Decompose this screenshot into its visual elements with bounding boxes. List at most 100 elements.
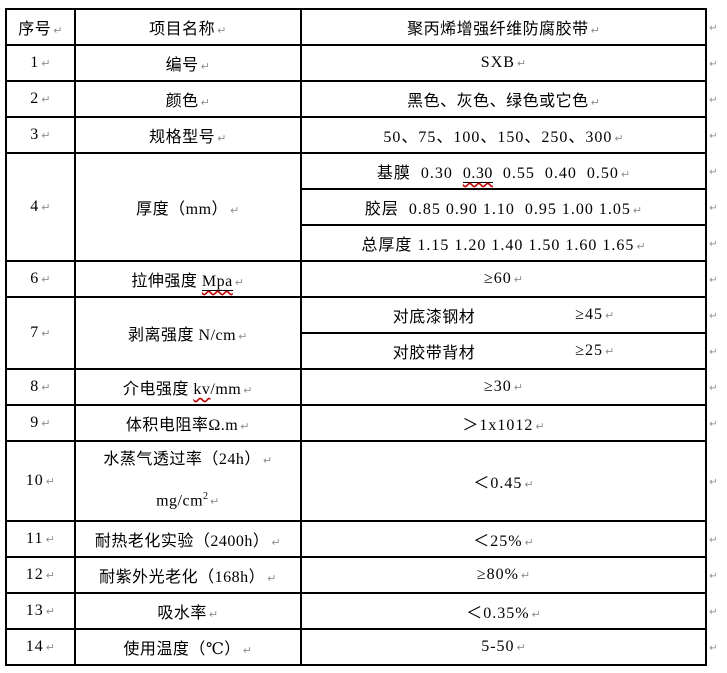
paragraph-mark: ↵ <box>45 533 55 547</box>
row-label-text: 厚度（mm） <box>136 201 229 218</box>
paragraph-mark: ↵ <box>41 327 51 340</box>
row-end-mark: ↵ <box>709 607 718 619</box>
peel-target-text: 对胶带背材 <box>392 345 476 362</box>
row-no-text: 11 <box>26 530 44 548</box>
table-row: 3 ↵ 规格型号 ↵ 50、75、100、150、250、300 ↵ ↵ <box>5 116 726 154</box>
row-no-text: 10 <box>25 472 44 490</box>
row-end-mark: ↵ <box>709 275 718 286</box>
row-12-no[interactable]: 12 ↵ <box>5 556 76 595</box>
row-10-value[interactable]: ＜0.45 ↵ <box>299 439 708 523</box>
row-value-text: ≥60 <box>483 270 512 287</box>
row-end-cell: ↵ <box>706 405 726 441</box>
row-12-value[interactable]: ≥80% ↵ <box>299 556 708 595</box>
row-end-cell: ↵ <box>706 153 726 189</box>
row-4-base-film-value[interactable]: 基膜 0.30 0.30 0.55 0.40 0.50 ↵ <box>299 152 708 190</box>
row-end-cell: ↵ <box>706 593 726 629</box>
row-3-label[interactable]: 规格型号 ↵ <box>73 116 302 154</box>
paragraph-mark: ↵ <box>230 204 240 217</box>
row-end-cell: ↵ <box>706 333 726 369</box>
header-col-no[interactable]: 序号 ↵ <box>5 8 76 46</box>
row-7-label[interactable]: 剥离强度 N/cm ↵ <box>73 296 302 370</box>
row-9-no[interactable]: 9 ↵ <box>5 404 76 442</box>
row-4-no[interactable]: 4 ↵ <box>5 152 76 262</box>
paragraph-mark: ↵ <box>234 276 244 289</box>
header-col-value[interactable]: 聚丙烯增强纤维防腐胶带 ↵ <box>299 8 708 46</box>
row-8-label[interactable]: 介电强度 kv/mm ↵ <box>73 368 302 406</box>
row-end-mark: ↵ <box>709 95 718 106</box>
table-row: 11 ↵ 耐热老化实验（2400h） ↵ ＜25% ↵ ↵ <box>5 520 726 559</box>
row-no-text: 1 <box>30 54 40 71</box>
row-7-no[interactable]: 7 ↵ <box>5 296 76 370</box>
paragraph-mark: ↵ <box>41 129 51 142</box>
paragraph-mark: ↵ <box>516 57 527 70</box>
paragraph-mark: ↵ <box>632 204 643 217</box>
row-14-value[interactable]: 5-50 ↵ <box>299 628 708 667</box>
row-1-label[interactable]: 编号 ↵ <box>73 44 302 82</box>
row-11-label[interactable]: 耐热老化实验（2400h） ↵ <box>73 520 302 559</box>
row-3-value[interactable]: 50、75、100、150、250、300 ↵ <box>299 116 708 154</box>
paragraph-mark: ↵ <box>520 569 531 583</box>
paragraph-mark: ↵ <box>590 96 600 109</box>
row-8-value[interactable]: ≥30 ↵ <box>299 368 708 406</box>
paragraph-mark: ↵ <box>41 201 51 214</box>
row-end-cell: ↵ <box>706 629 726 665</box>
paragraph-mark: ↵ <box>605 309 615 322</box>
row-end-cell: ↵ <box>706 441 726 521</box>
row-10-label[interactable]: 水蒸气透过率（24h） ↵ mg/cm2 ↵ <box>73 439 302 523</box>
row-6-no[interactable]: 6 ↵ <box>5 260 76 298</box>
row-14-no[interactable]: 14 ↵ <box>5 628 76 667</box>
header-name-text: 项目名称 <box>149 21 216 38</box>
row-4-label[interactable]: 厚度（mm） ↵ <box>73 152 302 262</box>
row-end-mark: ↵ <box>709 419 718 430</box>
row-1-no[interactable]: 1 ↵ <box>5 44 76 82</box>
paragraph-mark: ↵ <box>267 572 277 586</box>
header-col-name[interactable]: 项目名称 ↵ <box>73 8 302 46</box>
row-label-text: 吸水率 <box>157 605 207 623</box>
row-value-text: ＜0.45 <box>473 475 523 493</box>
total-thickness-text: 总厚度 1.15 1.20 1.40 1.50 1.60 1.65 <box>361 237 635 254</box>
table-row: 对胶带背材 ≥25 ↵ ↵ <box>6 332 726 370</box>
row-value-text: SXB <box>480 54 515 71</box>
paragraph-mark: ↵ <box>238 330 248 343</box>
row-end-cell: ↵ <box>706 45 726 81</box>
row-value-text: 黑色、灰色、绿色或它色 <box>407 93 589 110</box>
row-6-value[interactable]: ≥60 ↵ <box>299 260 708 298</box>
paragraph-mark: ↵ <box>636 240 646 253</box>
row-13-value[interactable]: ＜0.35% ↵ <box>299 592 708 631</box>
row-end-cell: ↵ <box>706 225 726 261</box>
paragraph-mark: ↵ <box>243 384 253 397</box>
row-3-no[interactable]: 3 ↵ <box>5 116 76 154</box>
table-row: 8 ↵ 介电强度 kv/mm ↵ ≥30 ↵ ↵ <box>5 368 726 406</box>
row-label-line1: 水蒸气透过率（24h） <box>103 451 261 468</box>
row-no-text: 12 <box>25 566 44 584</box>
row-9-label[interactable]: 体积电阻率Ω.m ↵ <box>73 404 302 442</box>
row-1-value[interactable]: SXB ↵ <box>299 44 708 82</box>
paragraph-mark: ↵ <box>41 93 51 106</box>
row-7-primer-steel-value[interactable]: 对底漆钢材 ≥45 ↵ <box>299 296 708 334</box>
row-4-total-thickness-value[interactable]: 总厚度 1.15 1.20 1.40 1.50 1.60 1.65 ↵ <box>299 224 708 262</box>
paragraph-mark: ↵ <box>217 24 227 37</box>
row-label-text: 规格型号 <box>149 129 216 146</box>
row-14-label[interactable]: 使用温度（℃） ↵ <box>73 628 302 667</box>
row-11-value[interactable]: ＜25% ↵ <box>299 520 708 559</box>
row-label-misspelled-unit: kv <box>193 381 211 398</box>
row-6-label[interactable]: 拉伸强度 Mpa ↵ <box>73 260 302 298</box>
row-8-no[interactable]: 8 ↵ <box>5 368 76 406</box>
row-13-label[interactable]: 吸水率 ↵ <box>73 592 302 631</box>
row-no-text: 8 <box>30 378 40 395</box>
row-2-label[interactable]: 颜色 ↵ <box>73 80 302 118</box>
row-2-value[interactable]: 黑色、灰色、绿色或它色 ↵ <box>299 80 708 118</box>
peel-value-text: ≥25 <box>575 342 604 359</box>
row-2-no[interactable]: 2 ↵ <box>5 80 76 118</box>
row-13-no[interactable]: 13 ↵ <box>5 592 76 631</box>
row-10-no[interactable]: 10 ↵ <box>5 439 76 523</box>
row-label-suffix: /mm <box>210 381 242 398</box>
row-end-cell: ↵ <box>706 117 726 153</box>
row-11-no[interactable]: 11 ↵ <box>5 520 76 559</box>
row-7-tape-backing-value[interactable]: 对胶带背材 ≥25 ↵ <box>299 332 708 370</box>
row-12-label[interactable]: 耐紫外光老化（168h） ↵ <box>73 556 302 595</box>
table-row: 13 ↵ 吸水率 ↵ ＜0.35% ↵ ↵ <box>5 592 726 631</box>
paragraph-mark: ↵ <box>210 495 220 509</box>
row-4-glue-layer-value[interactable]: 胶层 0.85 0.90 1.10 0.95 1.00 1.05 ↵ <box>299 188 708 226</box>
row-9-value[interactable]: ＞1x1012 ↵ <box>299 404 708 442</box>
